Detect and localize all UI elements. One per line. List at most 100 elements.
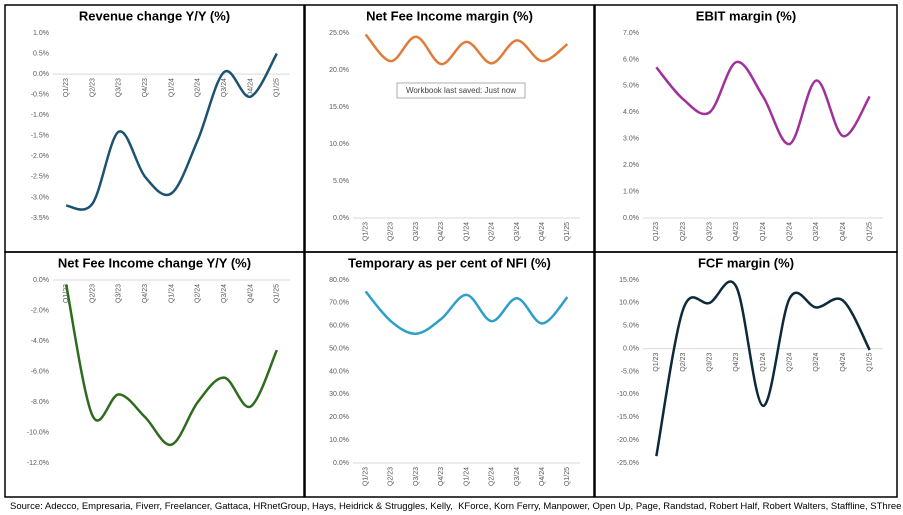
x-tick-label: Q4/23 xyxy=(142,284,149,303)
x-tick-label: Q1/23 xyxy=(63,78,70,97)
y-tick-label: -4.0% xyxy=(31,338,49,345)
y-tick-label: 0.0% xyxy=(33,277,49,284)
y-tick-label: -3.0% xyxy=(31,194,49,201)
chart-title: Temporary as per cent of NFI (%) xyxy=(348,255,551,270)
tooltip: Workbook last saved: Just now xyxy=(406,86,516,95)
y-tick-label: 10.0% xyxy=(329,141,349,148)
y-tick-label: -6.0% xyxy=(31,368,49,375)
x-tick-label: Q1/24 xyxy=(463,467,470,486)
x-tick-label: Q4/23 xyxy=(438,467,445,486)
y-tick-label: -12.0% xyxy=(27,460,49,467)
y-tick-label: -3.5% xyxy=(31,215,49,222)
y-tick-label: 30.0% xyxy=(329,391,349,398)
y-tick-label: -10.0% xyxy=(617,391,639,398)
x-tick-label: Q1/23 xyxy=(653,222,660,241)
x-tick-label: Q4/24 xyxy=(840,222,847,241)
x-tick-label: Q1/24 xyxy=(168,78,175,97)
x-tick-label: Q4/23 xyxy=(733,222,740,241)
y-tick-label: 4.0% xyxy=(623,109,639,116)
x-tick-label: Q4/23 xyxy=(733,353,740,372)
y-tick-label: 50.0% xyxy=(329,345,349,352)
y-tick-label: 0.0% xyxy=(623,345,639,352)
y-tick-label: -2.0% xyxy=(31,307,49,314)
y-tick-label: 80.0% xyxy=(329,277,349,284)
y-tick-label: 70.0% xyxy=(329,300,349,307)
x-tick-label: Q1/25 xyxy=(274,78,281,97)
x-tick-label: Q2/24 xyxy=(787,222,794,241)
y-tick-label: 5.0% xyxy=(333,178,349,185)
panel-border xyxy=(594,251,898,498)
line-series xyxy=(655,60,871,146)
x-tick-label: Q4/24 xyxy=(247,284,254,303)
y-tick-label: 7.0% xyxy=(623,30,639,37)
chart-title: Revenue change Y/Y (%) xyxy=(79,8,230,23)
y-tick-label: 2.0% xyxy=(623,162,639,169)
line-series xyxy=(655,280,871,457)
x-tick-label: Q4/24 xyxy=(840,353,847,372)
chart-title: Net Fee Income margin (%) xyxy=(366,8,533,23)
y-tick-label: -8.0% xyxy=(31,399,49,406)
y-tick-label: 0.0% xyxy=(33,71,49,78)
x-tick-label: Q3/24 xyxy=(514,467,521,486)
x-tick-label: Q2/23 xyxy=(388,467,395,486)
y-tick-label: 15.0% xyxy=(329,104,349,111)
y-tick-label: -2.5% xyxy=(31,174,49,181)
x-tick-label: Q1/24 xyxy=(760,222,767,241)
x-tick-label: Q2/23 xyxy=(89,78,96,97)
chart-grid: 1.0% 0.5% 0.0% -0.5% -1.0% -1.5% -2.0% -2.5% -3.… xyxy=(4,4,898,498)
chart-title: Net Fee Income change Y/Y (%) xyxy=(58,255,251,270)
y-tick-label: 0.5% xyxy=(33,50,49,57)
y-tick-label: -25.0% xyxy=(617,460,639,467)
x-tick-label: Q2/24 xyxy=(787,353,794,372)
panel-border xyxy=(4,251,305,498)
y-tick-label: 6.0% xyxy=(623,56,639,63)
x-tick-label: Q3/24 xyxy=(813,222,820,241)
line-series xyxy=(64,284,278,446)
x-tick-label: Q4/23 xyxy=(142,78,149,97)
tooltip-box xyxy=(396,82,526,99)
y-tick-label: -5.0% xyxy=(621,368,639,375)
x-tick-label: Q3/24 xyxy=(221,78,228,97)
x-tick-label: Q1/23 xyxy=(362,222,369,241)
line-series xyxy=(364,33,569,66)
x-tick-label: Q3/23 xyxy=(116,78,123,97)
x-tick-label: Q3/24 xyxy=(514,222,521,241)
panel-border xyxy=(304,251,595,498)
x-tick-label: Q1/25 xyxy=(564,222,571,241)
y-tick-label: 15.0% xyxy=(619,277,639,284)
line-series xyxy=(65,52,278,211)
x-tick-label: Q2/23 xyxy=(680,353,687,372)
y-tick-label: 25.0% xyxy=(329,30,349,37)
chart-title: EBIT margin (%) xyxy=(696,8,796,23)
x-tick-label: Q2/24 xyxy=(489,222,496,241)
y-tick-label: 1.0% xyxy=(33,30,49,37)
x-tick-label: Q4/24 xyxy=(539,222,546,241)
x-tick-label: Q1/23 xyxy=(63,284,70,303)
x-tick-label: Q1/24 xyxy=(168,284,175,303)
chart-title: FCF margin (%) xyxy=(698,255,794,270)
line-series xyxy=(364,290,569,336)
y-tick-label: 5.0% xyxy=(623,323,639,330)
x-tick-label: Q3/23 xyxy=(707,222,714,241)
x-tick-label: Q1/25 xyxy=(867,353,874,372)
source-note: Source: Adecco, Empresaria, Fiverr, Free… xyxy=(10,501,902,512)
x-tick-label: Q3/23 xyxy=(413,222,420,241)
y-tick-label: 3.0% xyxy=(623,136,639,143)
y-tick-label: -1.0% xyxy=(31,112,49,119)
x-tick-label: Q1/24 xyxy=(463,222,470,241)
x-tick-label: Q2/23 xyxy=(388,222,395,241)
y-tick-label: 1.0% xyxy=(623,188,639,195)
x-tick-label: Q2/23 xyxy=(680,222,687,241)
y-tick-label: 60.0% xyxy=(329,323,349,330)
y-tick-label: -10.0% xyxy=(27,429,49,436)
y-tick-label: 0.0% xyxy=(623,215,639,222)
y-tick-label: 0.0% xyxy=(333,460,349,467)
y-tick-label: 10.0% xyxy=(619,300,639,307)
x-tick-label: Q2/23 xyxy=(89,284,96,303)
y-tick-label: 10.0% xyxy=(329,437,349,444)
x-tick-label: Q4/23 xyxy=(438,222,445,241)
x-tick-label: Q4/24 xyxy=(539,467,546,486)
x-tick-label: Q3/23 xyxy=(116,284,123,303)
x-tick-label: Q1/23 xyxy=(362,467,369,486)
